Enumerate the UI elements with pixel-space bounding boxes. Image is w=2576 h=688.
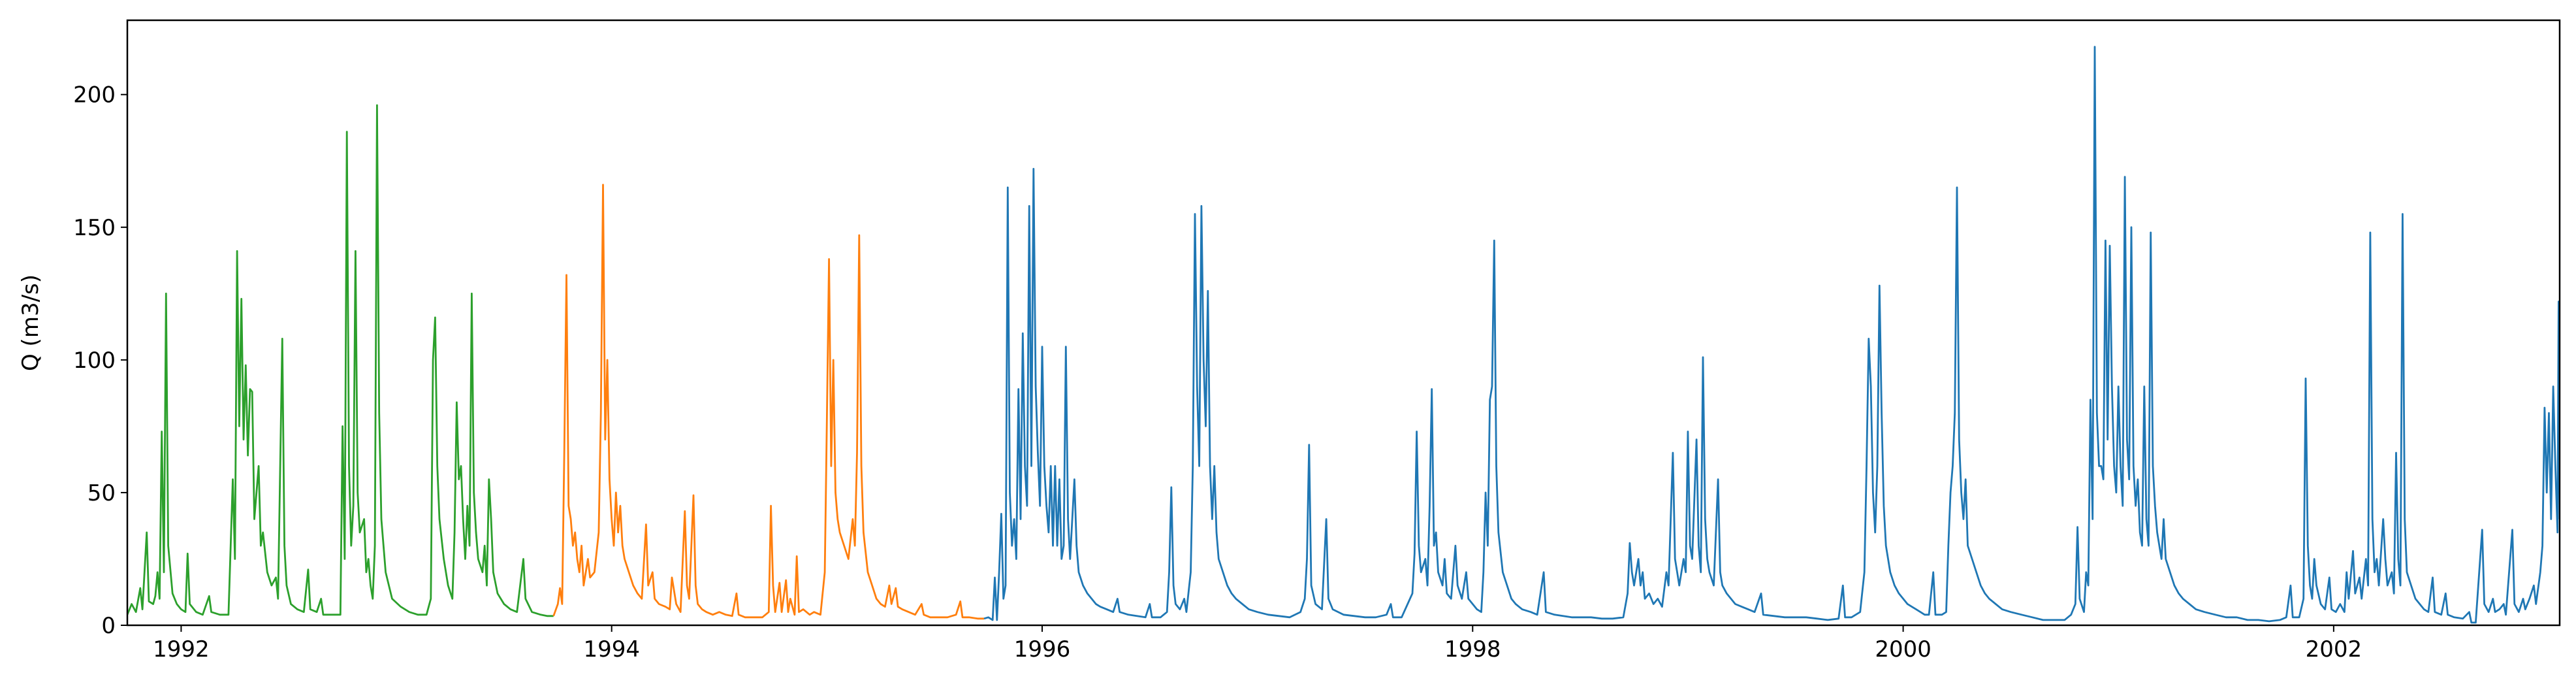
x-tick-label: 1994 [583, 636, 640, 663]
x-tick-label: 2002 [2306, 636, 2362, 663]
x-axis: 1992 1994 1996 1998 2000 2002 [153, 625, 2362, 663]
x-tick-label: 1996 [1014, 636, 1071, 663]
x-tick-label: 1998 [1444, 636, 1501, 663]
series-layer [127, 46, 2560, 624]
series-line-1 [127, 104, 554, 617]
y-tick-label: 150 [73, 215, 116, 241]
y-tick-label: 50 [87, 480, 116, 506]
y-axis: 0 50 100 150 200 [73, 82, 127, 639]
y-tick-label: 100 [73, 348, 116, 374]
y-axis-label: Q (m3/s) [18, 274, 44, 371]
plot-frame [126, 19, 2561, 627]
x-tick-label: 2000 [1875, 636, 1932, 663]
x-tick-label: 1992 [153, 636, 210, 663]
y-tick-label: 0 [101, 613, 116, 639]
series-line-3 [983, 46, 2560, 624]
y-tick-label: 200 [73, 82, 116, 108]
series-line-2 [552, 184, 984, 620]
